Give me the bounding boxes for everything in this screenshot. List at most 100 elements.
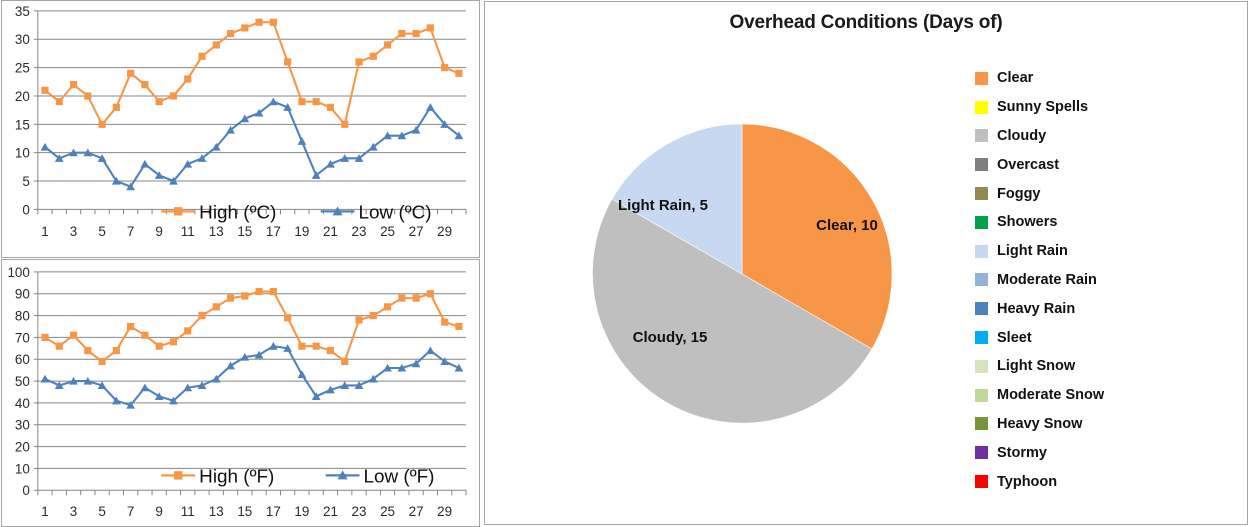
series-marker-triangle[interactable] bbox=[240, 114, 250, 123]
legend-item[interactable]: Cloudy bbox=[975, 122, 1235, 151]
series-marker-triangle[interactable] bbox=[211, 142, 221, 151]
series-marker-triangle[interactable] bbox=[183, 159, 193, 168]
series-marker-triangle[interactable] bbox=[197, 154, 207, 162]
series-line[interactable] bbox=[43, 345, 460, 407]
series-marker-triangle[interactable] bbox=[326, 385, 335, 394]
series-marker-triangle[interactable] bbox=[311, 392, 321, 400]
series-marker-square[interactable] bbox=[55, 342, 63, 350]
series-marker-square[interactable] bbox=[184, 327, 192, 335]
series-marker-square[interactable] bbox=[298, 342, 306, 350]
series-line[interactable] bbox=[43, 100, 460, 188]
legend-item[interactable]: Showers bbox=[975, 208, 1235, 237]
series-marker-triangle[interactable] bbox=[425, 346, 435, 355]
series-marker-triangle[interactable] bbox=[354, 154, 364, 162]
series-marker-square[interactable] bbox=[255, 18, 263, 26]
legend-item[interactable]: Moderate Snow bbox=[975, 381, 1235, 410]
series-marker-triangle[interactable] bbox=[326, 159, 335, 168]
series-marker-triangle[interactable] bbox=[240, 352, 250, 361]
series-marker-triangle[interactable] bbox=[140, 383, 150, 392]
series-marker-triangle[interactable] bbox=[69, 148, 78, 157]
series-marker-square[interactable] bbox=[226, 30, 235, 38]
series-marker-square[interactable] bbox=[426, 290, 434, 298]
series-marker-triangle[interactable] bbox=[397, 363, 407, 372]
series-marker-triangle[interactable] bbox=[268, 341, 278, 350]
series-marker-triangle[interactable] bbox=[297, 370, 307, 379]
series-marker-triangle[interactable] bbox=[83, 376, 93, 385]
series-marker-square[interactable] bbox=[455, 322, 463, 331]
pie-slice[interactable] bbox=[741, 123, 893, 350]
series-marker-triangle[interactable] bbox=[454, 131, 464, 140]
series-marker-square[interactable] bbox=[198, 52, 206, 60]
series-marker-square[interactable] bbox=[41, 333, 49, 341]
series-marker-square[interactable] bbox=[326, 103, 335, 111]
series-marker-triangle[interactable] bbox=[40, 374, 50, 383]
series-marker-triangle[interactable] bbox=[368, 374, 378, 383]
series-marker-square[interactable] bbox=[84, 92, 92, 100]
fahrenheit-line-chart-panel[interactable]: 0 10 20 30 40 50 60 70 80 90 100 1 3 5 7 9 11 13 15 17 19 21 2… bbox=[1, 259, 480, 527]
pie-chart-area[interactable]: Clear, 10 Cloudy, 15 Light Rain, 5 bbox=[565, 52, 965, 502]
series-marker-square[interactable] bbox=[269, 287, 277, 296]
series-marker-square[interactable] bbox=[212, 303, 220, 311]
series-marker-square[interactable] bbox=[398, 294, 406, 302]
series-marker-triangle[interactable] bbox=[283, 344, 293, 352]
pie-slice[interactable] bbox=[611, 123, 743, 275]
series-marker-square[interactable] bbox=[398, 30, 406, 38]
series-marker-triangle[interactable] bbox=[226, 361, 235, 370]
series-marker-square[interactable] bbox=[383, 41, 392, 49]
series-marker-triangle[interactable] bbox=[69, 376, 78, 385]
legend-item[interactable]: Heavy Snow bbox=[975, 410, 1235, 439]
series-marker-square[interactable] bbox=[284, 314, 292, 322]
series-marker-square[interactable] bbox=[141, 81, 149, 89]
pie-chart-panel[interactable]: Overhead Conditions (Days of) Clear, 10 C… bbox=[484, 1, 1248, 525]
series-marker-square[interactable] bbox=[155, 98, 163, 106]
series-marker-triangle[interactable] bbox=[169, 176, 178, 185]
legend-item[interactable]: Foggy bbox=[975, 179, 1235, 208]
series-marker-square[interactable] bbox=[112, 103, 120, 111]
series-marker-square[interactable] bbox=[212, 41, 220, 49]
series-marker-triangle[interactable] bbox=[440, 120, 450, 128]
series-marker-square[interactable] bbox=[226, 294, 235, 302]
legend-item[interactable]: Light Snow bbox=[975, 352, 1235, 381]
series-marker-triangle[interactable] bbox=[197, 381, 207, 390]
series-marker-square[interactable] bbox=[69, 81, 78, 89]
series-marker-square[interactable] bbox=[426, 24, 434, 32]
legend-item[interactable]: Sunny Spells bbox=[975, 93, 1235, 122]
series-marker-square[interactable] bbox=[155, 342, 163, 350]
series-marker-triangle[interactable] bbox=[425, 103, 435, 111]
legend-item[interactable]: Typhoon bbox=[975, 467, 1235, 496]
series-marker-square[interactable] bbox=[412, 294, 420, 302]
series-marker-triangle[interactable] bbox=[340, 154, 350, 162]
series-marker-triangle[interactable] bbox=[111, 396, 121, 405]
series-marker-triangle[interactable] bbox=[340, 381, 350, 390]
series-marker-triangle[interactable] bbox=[183, 383, 193, 392]
series-marker-triangle[interactable] bbox=[440, 357, 450, 366]
series-marker-triangle[interactable] bbox=[154, 171, 164, 179]
series-marker-triangle[interactable] bbox=[169, 396, 178, 405]
series-marker-square[interactable] bbox=[383, 303, 392, 311]
series-marker-triangle[interactable] bbox=[354, 381, 364, 390]
series-line[interactable] bbox=[43, 290, 460, 363]
series-marker-square[interactable] bbox=[369, 312, 377, 320]
series-marker-square[interactable] bbox=[341, 120, 349, 128]
series-marker-square[interactable] bbox=[55, 98, 63, 106]
series-marker-triangle[interactable] bbox=[454, 363, 464, 372]
series-marker-square[interactable] bbox=[198, 312, 206, 320]
legend-item[interactable]: Heavy Rain bbox=[975, 294, 1235, 323]
series-marker-triangle[interactable] bbox=[411, 125, 421, 134]
series-marker-triangle[interactable] bbox=[54, 154, 64, 162]
series-marker-square[interactable] bbox=[169, 92, 178, 100]
series-marker-square[interactable] bbox=[141, 331, 149, 339]
series-marker-triangle[interactable] bbox=[411, 359, 421, 368]
legend-item[interactable]: Stormy bbox=[975, 438, 1235, 467]
series-marker-triangle[interactable] bbox=[54, 381, 64, 390]
series-marker-square[interactable] bbox=[69, 331, 78, 339]
series-marker-square[interactable] bbox=[184, 75, 192, 83]
series-marker-triangle[interactable] bbox=[226, 125, 235, 134]
series-marker-square[interactable] bbox=[269, 18, 277, 26]
series-marker-square[interactable] bbox=[441, 318, 449, 326]
series-marker-triangle[interactable] bbox=[397, 131, 407, 140]
legend-item[interactable]: Moderate Rain bbox=[975, 266, 1235, 295]
series-marker-triangle[interactable] bbox=[297, 137, 307, 145]
